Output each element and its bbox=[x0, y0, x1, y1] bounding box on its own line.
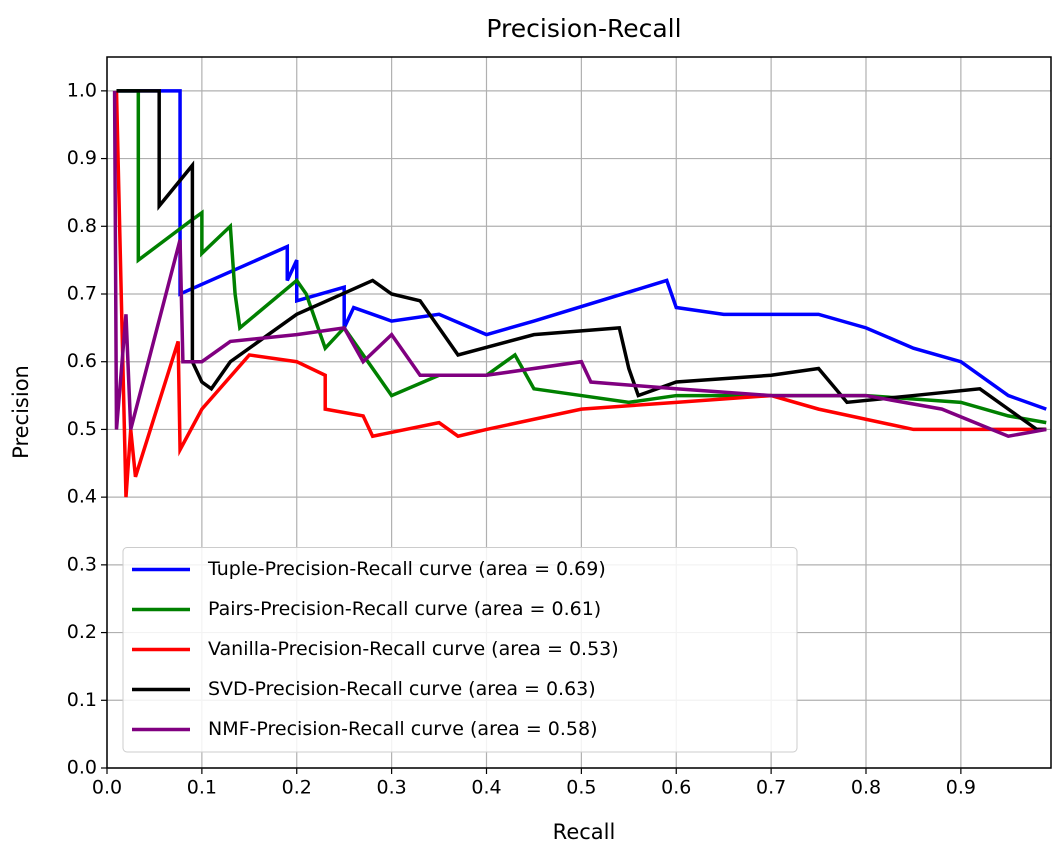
y-tick-label: 0.4 bbox=[67, 486, 97, 508]
x-tick-label: 0.8 bbox=[851, 777, 881, 799]
series-line bbox=[116, 89, 1047, 411]
legend-label: SVD-Precision-Recall curve (area = 0.63) bbox=[208, 678, 596, 700]
x-tick-label: 0.7 bbox=[756, 777, 786, 799]
x-tick-label: 0.2 bbox=[282, 777, 312, 799]
legend-label: Tuple-Precision-Recall curve (area = 0.6… bbox=[207, 558, 606, 580]
plot-frame bbox=[106, 56, 1052, 769]
x-tick-label: 0.0 bbox=[92, 777, 122, 799]
y-tick-label: 0.3 bbox=[67, 553, 97, 575]
legend-label: NMF-Precision-Recall curve (area = 0.58) bbox=[208, 718, 598, 740]
legend-box bbox=[122, 547, 798, 753]
series-line bbox=[112, 90, 1047, 439]
x-tick-label: 0.4 bbox=[471, 777, 501, 799]
x-tick-label: 0.5 bbox=[566, 777, 596, 799]
y-tick-label: 0.8 bbox=[67, 215, 97, 237]
chart-title: Precision-Recall bbox=[486, 14, 681, 43]
x-tick-label: 0.3 bbox=[377, 777, 407, 799]
legend-label: Vanilla-Precision-Recall curve (area = 0… bbox=[208, 638, 619, 660]
y-tick-label: 0.1 bbox=[67, 689, 97, 711]
y-tick-label: 0.0 bbox=[67, 757, 97, 779]
y-tick-label: 1.0 bbox=[67, 79, 97, 101]
legend-label: Pairs-Precision-Recall curve (area = 0.6… bbox=[208, 598, 601, 620]
series-line bbox=[116, 89, 1047, 432]
x-axis-label: Recall bbox=[553, 820, 616, 844]
y-tick-label: 0.5 bbox=[67, 418, 97, 440]
y-tick-label: 0.7 bbox=[67, 283, 97, 305]
x-tick-label: 0.6 bbox=[661, 777, 691, 799]
y-tick-label: 0.2 bbox=[67, 621, 97, 643]
y-tick-label: 0.6 bbox=[67, 350, 97, 372]
x-tick-label: 0.9 bbox=[946, 777, 976, 799]
x-tick-label: 0.1 bbox=[187, 777, 217, 799]
series-line bbox=[114, 90, 1047, 498]
y-tick-label: 0.9 bbox=[67, 147, 97, 169]
y-axis-label: Precision bbox=[9, 365, 33, 459]
